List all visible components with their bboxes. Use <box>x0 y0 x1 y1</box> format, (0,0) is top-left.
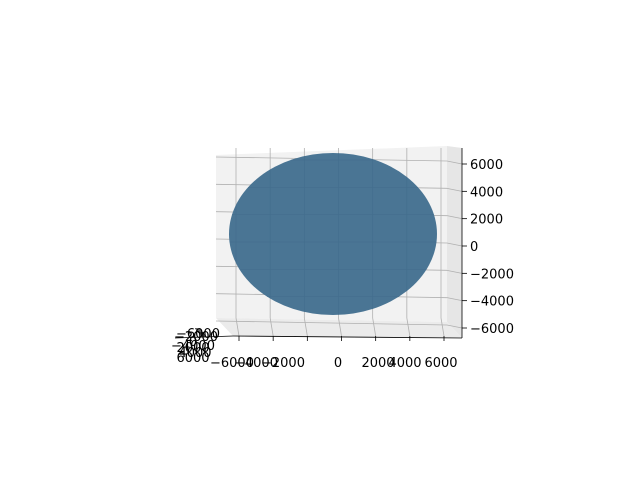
z-axis-ticks: −6000 −4000 −2000 0 2000 4000 6000 <box>462 158 514 337</box>
x-axis-line <box>232 335 463 339</box>
x-floor-gridline <box>406 317 411 337</box>
sphere-grid-overlay <box>229 153 437 315</box>
x-floor-gridline <box>372 317 377 337</box>
y-tick-label: 0 <box>189 335 197 350</box>
y-tick-label: −6000 <box>176 327 220 342</box>
x-tick-label: 4000 <box>388 356 421 371</box>
z-side-gridline <box>446 242 463 247</box>
x-floor-gridline <box>338 317 342 337</box>
z-side-gridline <box>446 297 463 302</box>
z-tick-label: −4000 <box>470 295 514 310</box>
y-tick-label: 4000 <box>178 346 211 361</box>
sphere-surface <box>229 153 437 315</box>
y-tick-label: 6000 <box>176 351 209 366</box>
x-floor-gridline <box>440 317 445 337</box>
z-tick-label: 2000 <box>470 213 503 228</box>
x-tick-label: 2000 <box>361 356 394 371</box>
right-pane <box>447 146 462 338</box>
x-tick-label: −2000 <box>261 356 305 371</box>
z-side-gridline <box>446 160 463 165</box>
z-tick-label: 6000 <box>470 158 503 173</box>
z-side-gridline <box>446 187 463 192</box>
z-tick-label: 4000 <box>470 185 503 200</box>
x-tick-label: −4000 <box>234 356 278 371</box>
z-side-gridline <box>446 215 463 220</box>
x-floor-gridline <box>269 317 274 337</box>
x-tick-label: 0 <box>334 356 342 371</box>
x-tick-label: 6000 <box>424 356 457 371</box>
y-tick-label: 2000 <box>176 341 209 356</box>
x-tick-label: −6000 <box>210 356 254 371</box>
y-axis-line <box>174 335 234 339</box>
z-gridline <box>215 320 448 326</box>
y-tick-label: −2000 <box>174 330 218 345</box>
z-tick-label: −6000 <box>470 322 514 337</box>
floor-pane <box>216 318 462 338</box>
z-side-gridline <box>446 269 463 274</box>
z-tick-label: 0 <box>470 240 478 255</box>
z-tick-label: −2000 <box>470 267 514 282</box>
z-side-gridline <box>446 324 463 329</box>
y-tick-label: −4000 <box>171 339 215 354</box>
x-floor-gridline <box>303 317 308 337</box>
